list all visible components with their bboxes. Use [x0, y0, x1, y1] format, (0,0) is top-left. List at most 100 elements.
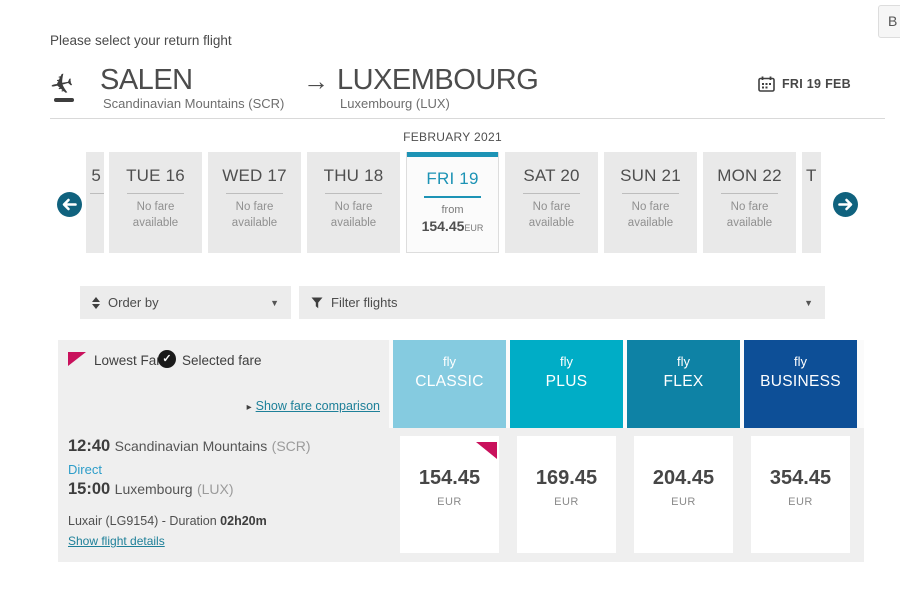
- day-card-wed-17[interactable]: WED 17 No fare available: [208, 152, 301, 253]
- no-fare-text: No fare available: [231, 201, 278, 229]
- divider: [721, 193, 778, 194]
- day-card-fri-19-selected[interactable]: FRI 19 from 154.45EUR: [406, 152, 499, 253]
- divider: [127, 193, 184, 194]
- price-value: 204.45: [652, 467, 715, 489]
- order-by-label: Order by: [108, 295, 159, 310]
- lowest-fare-triangle-icon: [476, 442, 497, 459]
- price-value: 154.45: [418, 467, 481, 489]
- destination-airport: Luxembourg (LUX): [340, 96, 450, 111]
- price-value: 354.45: [769, 467, 832, 489]
- day-label: T: [806, 166, 817, 185]
- route-arrow-icon: →: [303, 66, 329, 96]
- day-label: 5: [91, 166, 101, 185]
- price-card-classic[interactable]: 154.45 EUR: [400, 436, 499, 553]
- order-by-dropdown[interactable]: Order by ▼: [80, 286, 291, 319]
- divider: [90, 193, 104, 194]
- price-currency: EUR: [554, 496, 579, 508]
- fare-class-name: BUSINESS: [760, 373, 841, 390]
- fare-column-fly-plus[interactable]: fly PLUS: [510, 340, 623, 428]
- calendar-icon: [758, 76, 775, 92]
- selected-fare-check-icon: ✓: [158, 350, 176, 368]
- arrival-line: 15:00 Luxembourg (LUX): [68, 480, 234, 499]
- fare-brand: fly: [794, 354, 807, 369]
- carousel-prev-icon[interactable]: [57, 192, 82, 217]
- airplane-icon: ✈: [47, 66, 77, 103]
- departure-code: (SCR): [271, 438, 311, 454]
- month-label: FEBRUARY 2021: [403, 130, 502, 144]
- arrival-time: 15:00: [68, 480, 111, 498]
- carousel-next-icon[interactable]: [833, 192, 858, 217]
- day-label: MON 22: [717, 166, 782, 185]
- day-label: SUN 21: [620, 166, 681, 185]
- origin-city: SALEN: [100, 64, 193, 96]
- day-card-clipped-right[interactable]: T: [802, 152, 821, 253]
- fare-column-fly-flex[interactable]: fly FLEX: [627, 340, 740, 428]
- divider: [226, 193, 283, 194]
- arrival-code: (LUX): [196, 481, 234, 497]
- arrival-city: Luxembourg: [114, 481, 193, 497]
- chevron-down-icon: ▼: [804, 297, 813, 308]
- from-label: from: [441, 204, 464, 216]
- day-card-sat-20[interactable]: SAT 20 No fare available: [505, 152, 598, 253]
- selected-date: FRI 19 FEB: [758, 76, 851, 92]
- fare-class-name: CLASSIC: [415, 373, 484, 390]
- sort-icon: [92, 296, 100, 309]
- price-currency: EUR: [437, 496, 462, 508]
- date-label: FRI 19 FEB: [782, 77, 851, 91]
- fare-brand: fly: [443, 354, 456, 369]
- show-flight-details-link[interactable]: Show flight details: [68, 534, 165, 548]
- triangle-right-icon: ▸: [246, 402, 252, 413]
- fare-brand: fly: [677, 354, 690, 369]
- price-currency: EUR: [788, 496, 813, 508]
- show-fare-comparison-link[interactable]: Show fare comparison: [255, 399, 380, 413]
- duration-value: 02h20m: [220, 514, 267, 528]
- day-card-tue-16[interactable]: TUE 16 No fare available: [109, 152, 202, 253]
- no-fare-text: No fare available: [528, 201, 575, 229]
- departure-time: 12:40: [68, 437, 111, 455]
- no-fare-text: No fare available: [726, 201, 773, 229]
- day-card-thu-18[interactable]: THU 18 No fare available: [307, 152, 400, 253]
- fare-column-fly-business[interactable]: fly BUSINESS: [744, 340, 857, 428]
- day-label: SAT 20: [523, 166, 580, 185]
- stops-label: Direct: [68, 462, 102, 477]
- day-label: FRI 19: [426, 169, 479, 188]
- carrier-duration-line: Luxair (LG9154) - Duration 02h20m: [68, 514, 267, 528]
- divider: [622, 193, 679, 194]
- fare-column-fly-classic[interactable]: fly CLASSIC: [393, 340, 506, 428]
- destination-city: LUXEMBOURG: [337, 64, 539, 96]
- day-price: 154.45EUR: [421, 218, 484, 234]
- price-value: 169.45: [535, 467, 598, 489]
- lowest-fare-triangle-icon: [68, 352, 86, 366]
- price-card-flex[interactable]: 204.45 EUR: [634, 436, 733, 553]
- divider: [424, 196, 481, 198]
- chevron-down-icon: ▼: [270, 297, 279, 308]
- flight-info: 12:40 Scandinavian Mountains (SCR) Direc…: [68, 340, 390, 562]
- page-title: Please select your return flight: [50, 33, 232, 48]
- day-label: THU 18: [323, 166, 384, 185]
- no-fare-text: No fare available: [132, 201, 179, 229]
- fare-class-name: PLUS: [545, 373, 588, 390]
- price-currency: EUR: [671, 496, 696, 508]
- selected-day-accent-bar: [407, 152, 498, 157]
- no-fare-text: No fare available: [330, 201, 377, 229]
- fare-class-name: FLEX: [663, 373, 704, 390]
- divider: [523, 193, 580, 194]
- departure-line: 12:40 Scandinavian Mountains (SCR): [68, 437, 311, 456]
- header-divider: [50, 118, 885, 119]
- day-label: WED 17: [222, 166, 287, 185]
- back-button[interactable]: B: [878, 5, 900, 38]
- day-label: TUE 16: [126, 166, 185, 185]
- fare-brand: fly: [560, 354, 573, 369]
- day-card-clipped-left[interactable]: 5: [86, 152, 104, 253]
- day-card-sun-21[interactable]: SUN 21 No fare available: [604, 152, 697, 253]
- fare-table: Lowest Fares ✓ Selected fare ▸ Show fare …: [58, 340, 864, 562]
- filter-flights-dropdown[interactable]: Filter flights ▼: [299, 286, 825, 319]
- selected-fare-label: Selected fare: [182, 353, 262, 368]
- price-card-business[interactable]: 354.45 EUR: [751, 436, 850, 553]
- day-card-mon-22[interactable]: MON 22 No fare available: [703, 152, 796, 253]
- filter-icon: [311, 297, 323, 308]
- lowest-fares-label: Lowest Fares: [94, 353, 176, 368]
- divider: [325, 193, 382, 194]
- price-card-plus[interactable]: 169.45 EUR: [517, 436, 616, 553]
